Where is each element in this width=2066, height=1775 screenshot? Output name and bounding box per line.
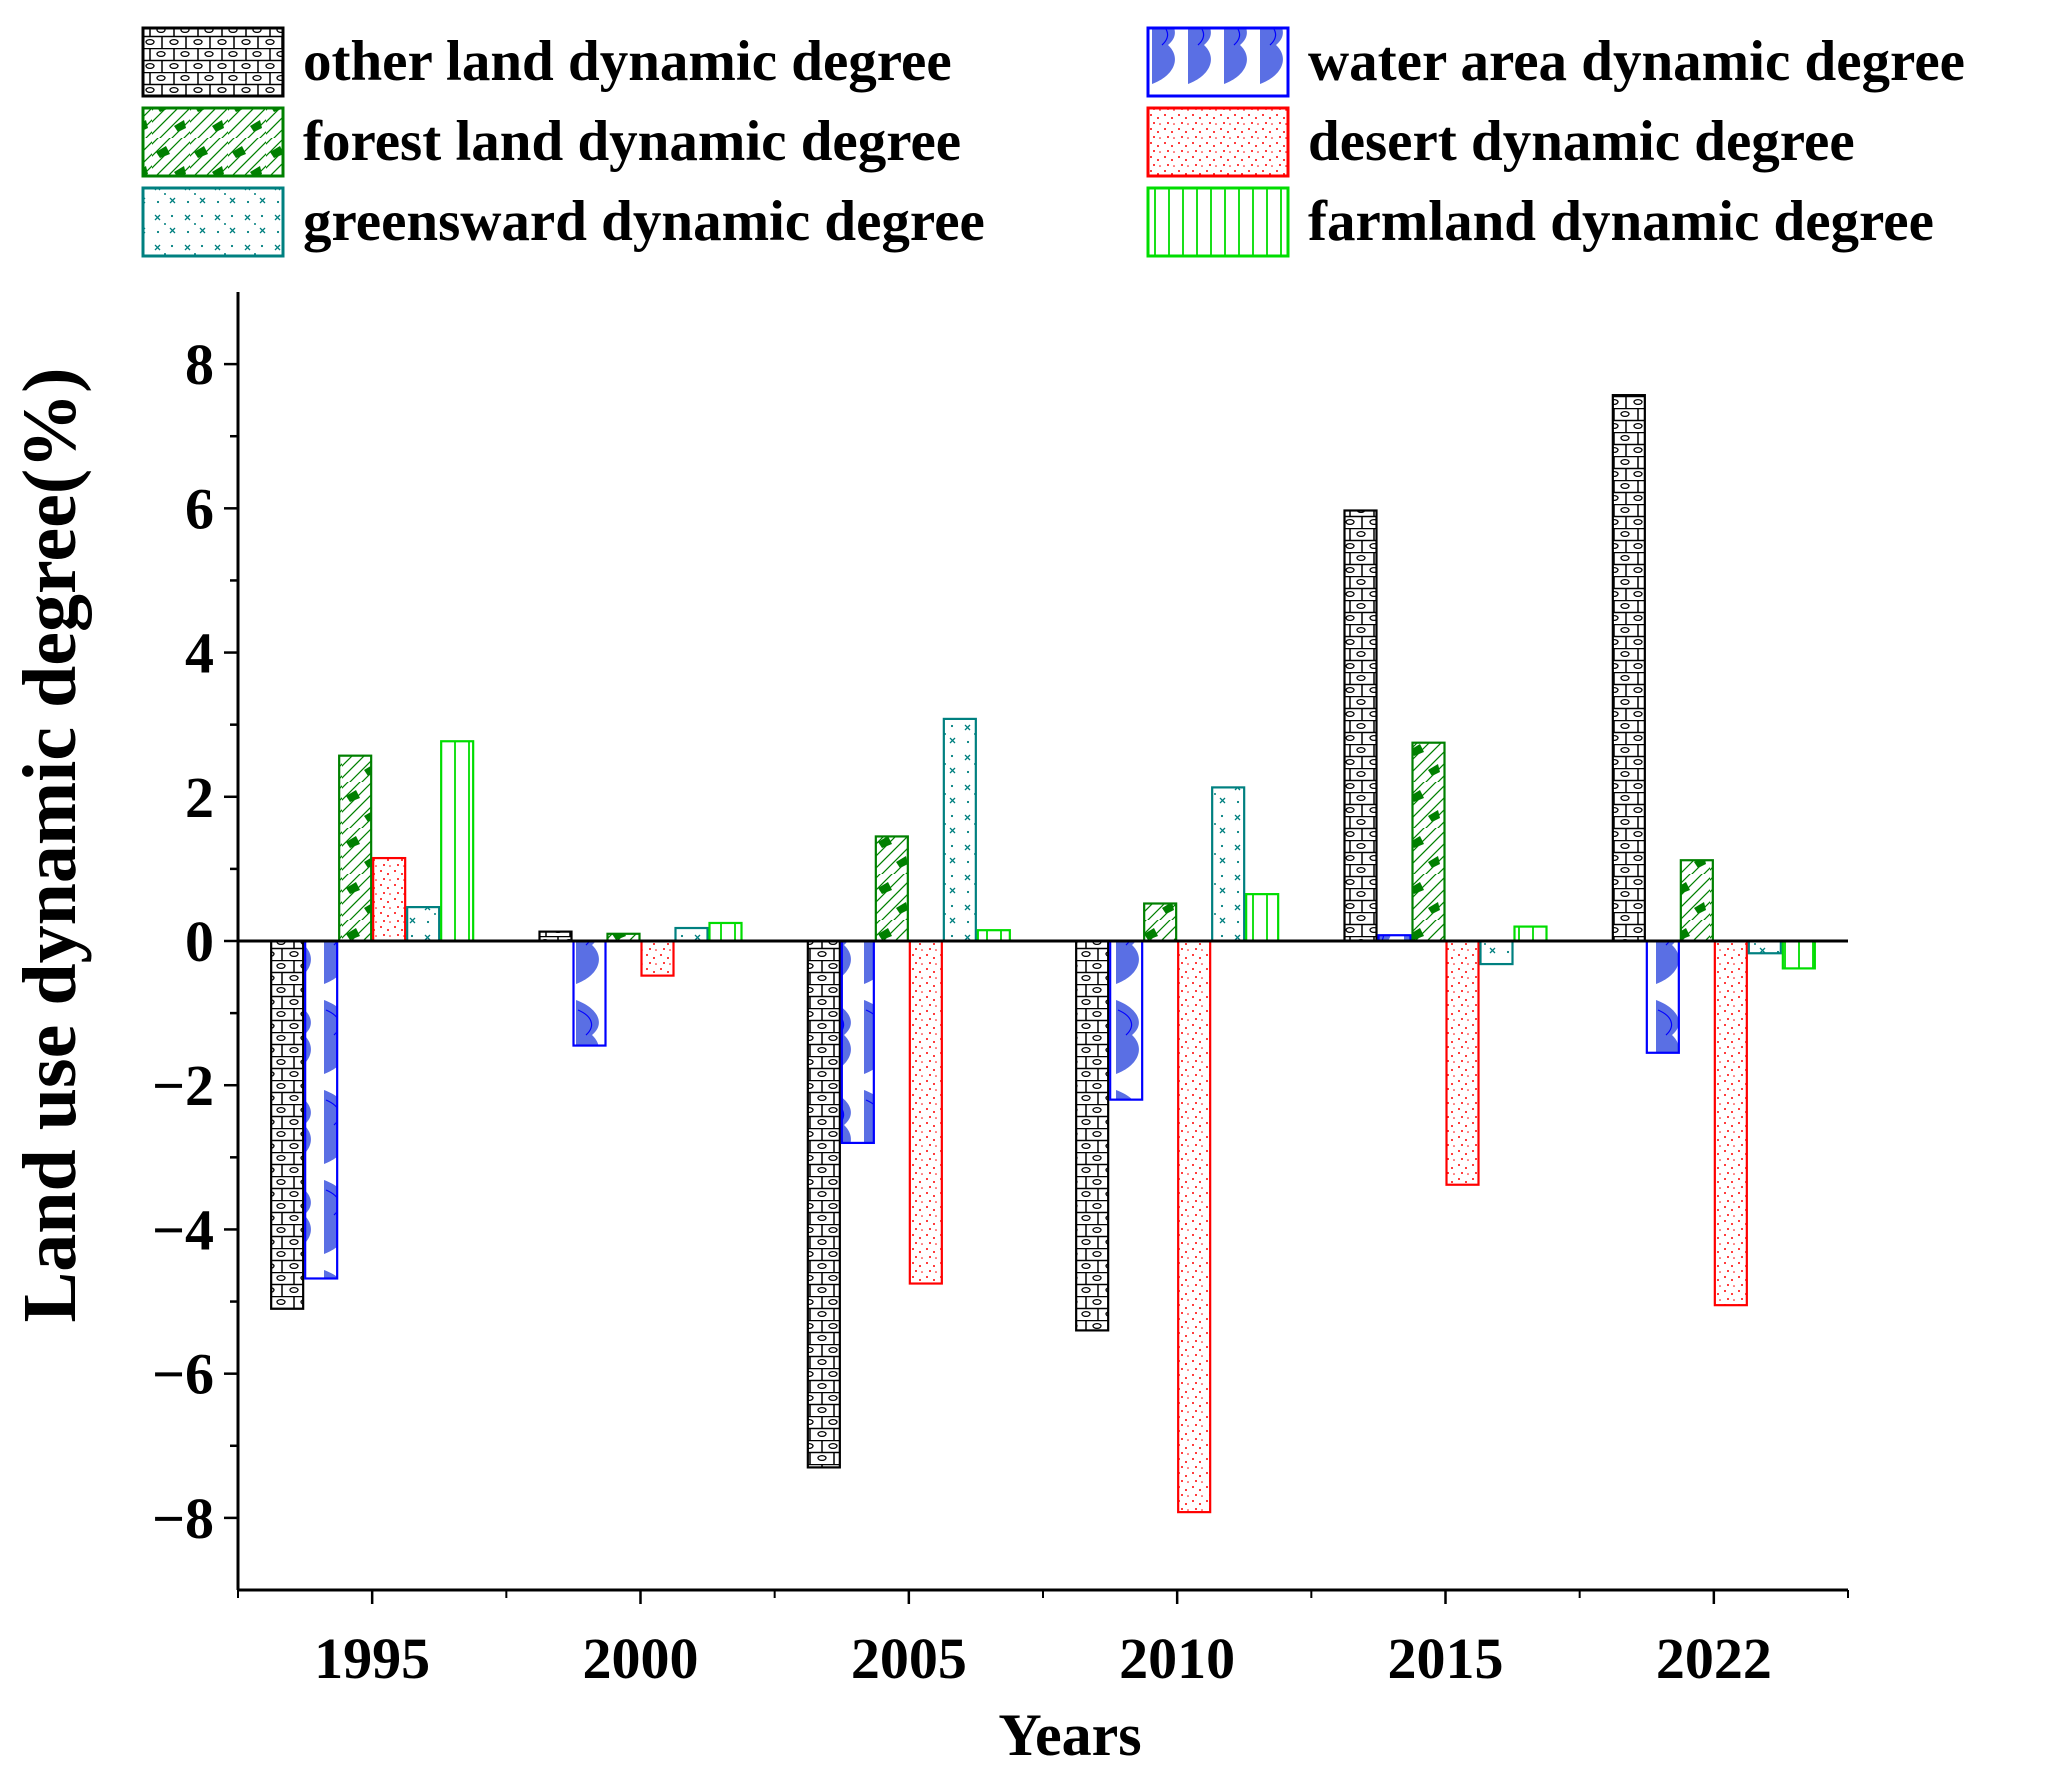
- bar-farmland-dynamic-degree-1995: [440, 740, 475, 943]
- y-axis-label: Land use dynamic degree(%): [8, 368, 92, 1323]
- legend-label: water area dynamic degree: [1308, 30, 1965, 93]
- bar-farmland-dynamic-degree-2000: [708, 921, 743, 943]
- bar-desert-dynamic-degree-2000: [640, 939, 675, 977]
- legend-label: other land dynamic degree: [303, 30, 952, 93]
- bar-water-area-dynamic-degree-2000: [572, 939, 607, 1047]
- bar-greensward-dynamic-degree-2000: [674, 926, 709, 943]
- bar-forest-land-dynamic-degree-1995: [338, 754, 373, 943]
- legend-swatch-other-land-dynamic-degree: [141, 26, 285, 98]
- axes-group: −8 −6 −4 −2 0 2 4 6 8 1995 2000 2005 2010 2015 2022: [152, 292, 1849, 1691]
- y-tick-label: −6: [152, 1342, 214, 1407]
- bar-greensward-dynamic-degree-2022: [1747, 939, 1782, 955]
- bar-water-area-dynamic-degree-2022: [1645, 939, 1680, 1054]
- x-tick-label: 2005: [851, 1626, 967, 1691]
- y-tick-label: 4: [185, 621, 214, 686]
- y-tick-label: 0: [185, 909, 214, 974]
- y-tick-label: −4: [152, 1197, 214, 1262]
- bar-greensward-dynamic-degree-2005: [942, 717, 977, 943]
- legend-swatch-greensward-dynamic-degree: [141, 186, 285, 258]
- legend-label: forest land dynamic degree: [303, 110, 961, 173]
- bars-group: [270, 394, 1816, 1514]
- bar-forest-land-dynamic-degree-2022: [1679, 859, 1714, 943]
- bar-desert-dynamic-degree-2015: [1445, 939, 1480, 1186]
- bar-other-land-dynamic-degree-2015: [1343, 509, 1378, 943]
- bar-forest-land-dynamic-degree-2010: [1143, 902, 1178, 943]
- y-tick-label: 2: [185, 765, 214, 830]
- legend-label: desert dynamic degree: [1308, 110, 1855, 173]
- bar-farmland-dynamic-degree-2015: [1513, 925, 1548, 943]
- bar-desert-dynamic-degree-2022: [1713, 939, 1748, 1307]
- legend-swatch-forest-land-dynamic-degree: [141, 106, 285, 178]
- bar-other-land-dynamic-degree-2010: [1075, 939, 1110, 1332]
- legend-label: farmland dynamic degree: [1308, 190, 1934, 253]
- legend-item-desert-dynamic-degree: desert dynamic degree: [1146, 106, 1855, 178]
- bar-water-area-dynamic-degree-1995: [304, 939, 339, 1280]
- bar-desert-dynamic-degree-2005: [908, 939, 943, 1285]
- bar-farmland-dynamic-degree-2022: [1781, 939, 1816, 970]
- legend-swatch-water-area-dynamic-degree: [1146, 26, 1290, 98]
- bar-forest-land-dynamic-degree-2005: [874, 835, 909, 943]
- legend-item-greensward-dynamic-degree: greensward dynamic degree: [141, 186, 985, 258]
- bar-farmland-dynamic-degree-2005: [976, 929, 1011, 943]
- y-tick-label: −8: [152, 1486, 214, 1551]
- bar-other-land-dynamic-degree-2005: [806, 939, 841, 1469]
- y-tick-label: −2: [152, 1053, 214, 1118]
- bar-greensward-dynamic-degree-1995: [406, 906, 441, 943]
- legend: other land dynamic degree water area dyna…: [141, 26, 1965, 258]
- y-tick-label: 6: [185, 476, 214, 541]
- legend-item-water-area-dynamic-degree: water area dynamic degree: [1146, 26, 1965, 98]
- x-tick-label: 1995: [314, 1626, 430, 1691]
- x-tick-label: 2022: [1656, 1626, 1772, 1691]
- legend-item-farmland-dynamic-degree: farmland dynamic degree: [1146, 186, 1934, 258]
- x-tick-label: 2000: [583, 1626, 699, 1691]
- legend-swatch-desert-dynamic-degree: [1146, 106, 1290, 178]
- y-tick-label: 8: [185, 332, 214, 397]
- legend-item-other-land-dynamic-degree: other land dynamic degree: [141, 26, 952, 98]
- legend-swatch-farmland-dynamic-degree: [1146, 186, 1290, 258]
- bar-water-area-dynamic-degree-2010: [1109, 939, 1144, 1101]
- bar-greensward-dynamic-degree-2015: [1479, 939, 1514, 966]
- bar-water-area-dynamic-degree-2005: [840, 939, 875, 1145]
- x-tick-label: 2010: [1119, 1626, 1235, 1691]
- x-tick-label: 2015: [1388, 1626, 1504, 1691]
- bar-other-land-dynamic-degree-1995: [270, 939, 305, 1310]
- bar-other-land-dynamic-degree-2022: [1611, 394, 1646, 943]
- bar-desert-dynamic-degree-1995: [372, 856, 407, 943]
- bar-greensward-dynamic-degree-2010: [1211, 786, 1246, 943]
- bar-farmland-dynamic-degree-2010: [1245, 893, 1280, 943]
- legend-label: greensward dynamic degree: [303, 190, 985, 253]
- bar-desert-dynamic-degree-2010: [1177, 939, 1212, 1514]
- x-axis-label: Years: [998, 1702, 1141, 1768]
- legend-item-forest-land-dynamic-degree: forest land dynamic degree: [141, 106, 961, 178]
- bar-forest-land-dynamic-degree-2015: [1411, 741, 1446, 943]
